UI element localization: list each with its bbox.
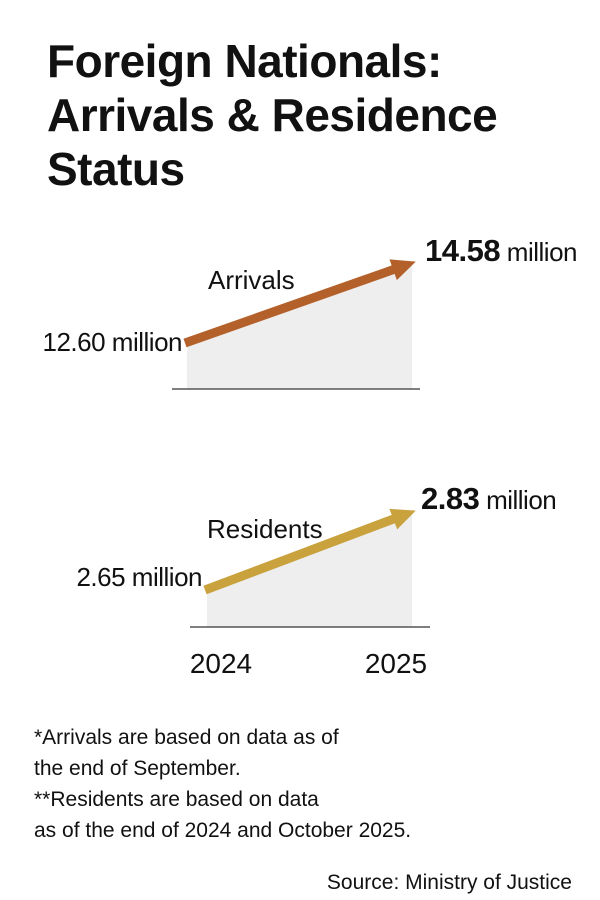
title-line-2: Arrivals & Residence (47, 89, 498, 141)
arrivals-end-value-label: 14.58 million (425, 233, 577, 268)
arrivals-trend-line (183, 264, 397, 348)
residents-trend-line (203, 514, 397, 595)
residents-arrow-head-icon (389, 508, 416, 530)
arrivals-start-value-label: 12.60 million (43, 327, 183, 357)
residents-area (207, 512, 412, 627)
footnote-line-2: the end of September. (34, 757, 241, 780)
source-credit: Source: Ministry of Justice (326, 871, 572, 894)
title-line-3: Status (47, 143, 185, 195)
footnotes: *Arrivals are based on data as of the en… (34, 722, 574, 846)
arrivals-area (187, 263, 412, 389)
footnote-line-1: *Arrivals are based on data as of (34, 726, 339, 749)
residents-end-value-label: 2.83 million (421, 481, 556, 516)
arrivals-series-label: Arrivals (208, 265, 295, 295)
footnote-line-3: **Residents are based on data (34, 788, 319, 811)
chart-title: Foreign Nationals: Arrivals & Residence … (47, 34, 587, 196)
footnote-line-4: as of the end of 2024 and October 2025. (34, 819, 412, 842)
title-line-1: Foreign Nationals: (47, 35, 442, 87)
residents-start-value-label: 2.65 million (76, 562, 202, 592)
x-tick-label-2024: 2024 (190, 648, 252, 679)
x-tick-label-2025: 2025 (365, 648, 427, 679)
arrivals-arrow-head-icon (389, 259, 416, 281)
residents-series-label: Residents (207, 514, 323, 544)
